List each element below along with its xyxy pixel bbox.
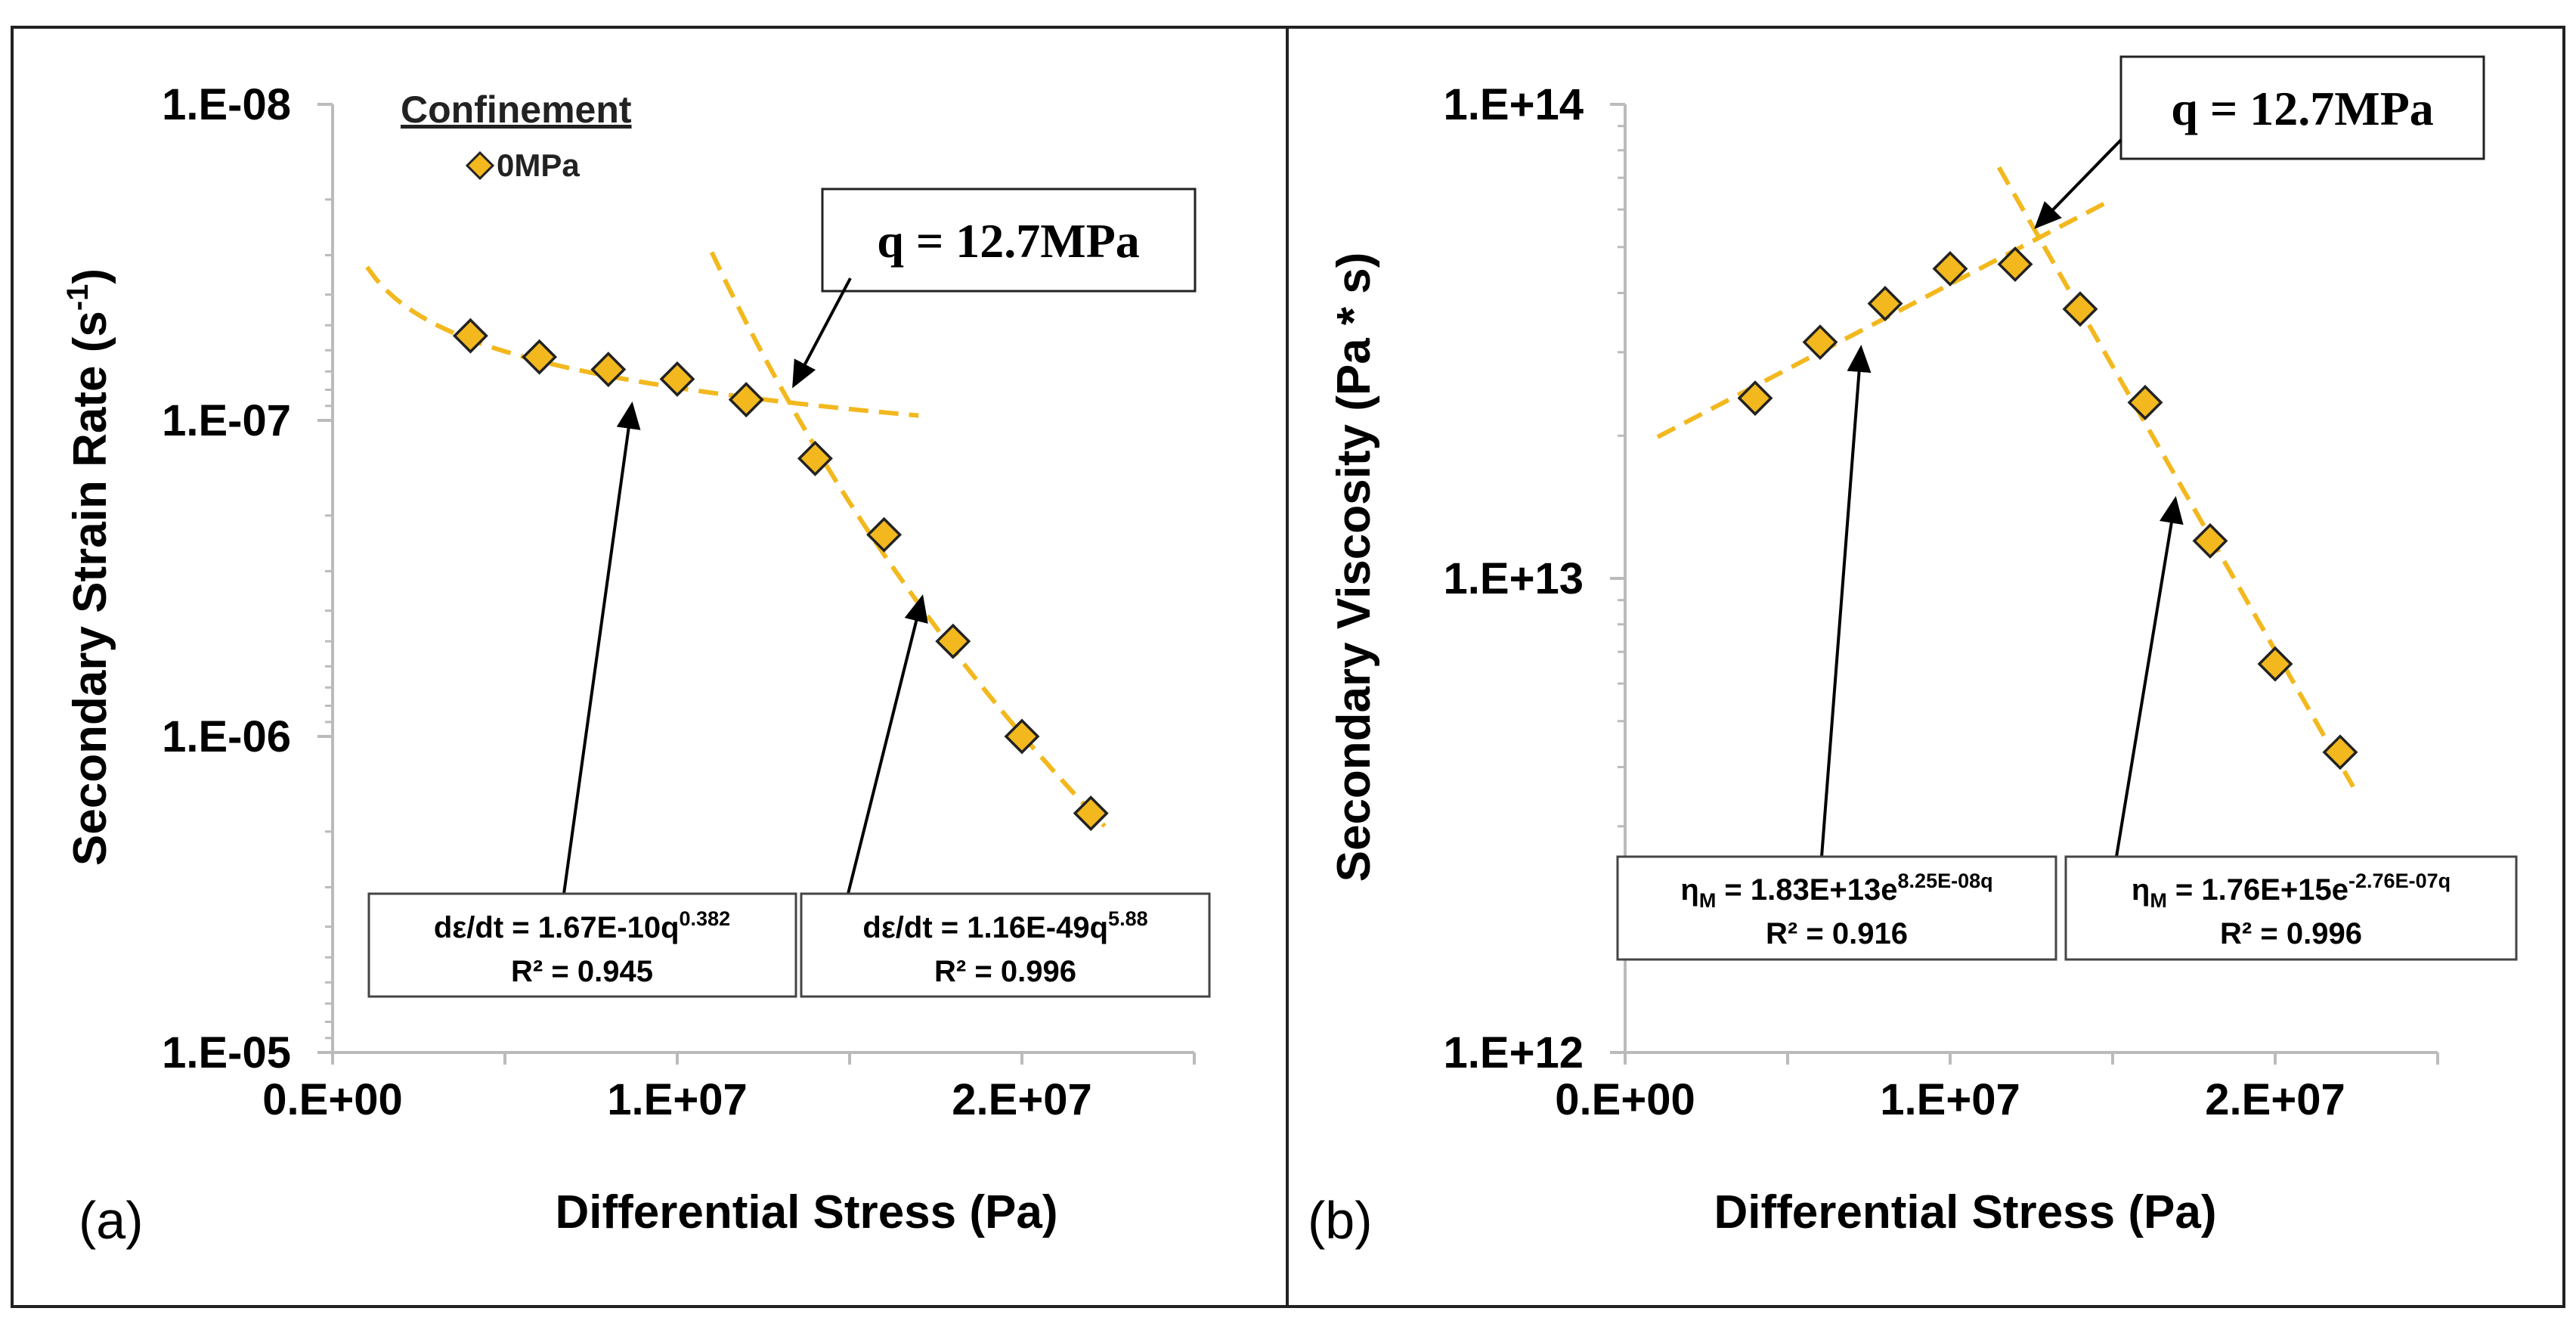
fit-2-lhs: = 1.76E+15e: [2167, 873, 2348, 907]
callout-box: [2119, 55, 2485, 160]
panel-b-fit-1: ηM = 1.83E+13e8.25E-08q R² = 0.916: [1616, 345, 2057, 961]
callout-arrow: [2034, 138, 2122, 229]
data-point: [2257, 646, 2293, 682]
data-point: [866, 516, 903, 553]
data-point: [1997, 246, 2033, 282]
panel-a-fit-2: dε/dt = 1.16E-49q5.88 R² = 0.996: [800, 594, 1211, 998]
trendline: [1996, 166, 2355, 788]
legend-entry-label: 0MPa: [497, 147, 580, 183]
x-tick-label: 2.E+07: [952, 1075, 1091, 1124]
panel-b-x-axis: 0.E+00 1.E+07 2.E+07: [1555, 1051, 2439, 1124]
data-point: [590, 352, 627, 388]
panel-a-legend: Confinement 0MPa: [401, 88, 632, 183]
panel-b-label: (b): [1308, 1191, 1373, 1250]
data-point: [1737, 380, 1773, 417]
data-point: [1932, 250, 1968, 287]
x-tick-label: 0.E+00: [262, 1075, 402, 1124]
y-tick-label: 1.E+14: [1444, 80, 1584, 129]
data-point: [1073, 795, 1109, 832]
callout-text: q = 12.7MPa: [2171, 82, 2434, 135]
fit-2-exponent: 5.88: [1108, 907, 1148, 930]
legend-title: Confinement: [401, 88, 632, 131]
callout-arrow: [792, 277, 852, 389]
fit-1-box: [367, 892, 797, 998]
data-point: [728, 382, 764, 418]
fit-1-r2: R² = 0.916: [1766, 917, 1908, 950]
data-point: [522, 339, 558, 375]
fit-2-box: [2064, 855, 2518, 961]
fit-2-lhs: dε/dt = 1.16E-49q: [862, 911, 1108, 944]
panel-a: 1.E-08 1.E-07 1.E-06 1.E-05 0.E+00 1.E+07 2.E…: [61, 80, 1211, 1250]
fit-2-eta: η: [2132, 873, 2150, 907]
data-point: [935, 623, 971, 659]
trendline: [709, 251, 1107, 828]
y-tick-label: 1.E-06: [162, 712, 291, 761]
fit-1-lhs: = 1.83E+13e: [1716, 873, 1897, 907]
panel-b-callout: q = 12.7MPa: [2034, 55, 2485, 229]
panel-b-x-axis-title: Differential Stress (Pa): [1714, 1186, 2217, 1238]
panel-b-points: [1737, 246, 2358, 770]
data-point: [1802, 324, 1838, 361]
y-tick-label: 1.E-08: [162, 80, 291, 129]
panel-b-plot: 1.E+12 1.E+13 1.E+14 0.E+00 1.E+07 2.E+07: [1444, 80, 2439, 1124]
y-tick-label: 1.E+13: [1444, 554, 1584, 603]
fit-1-arrow: [562, 401, 641, 894]
panel-a-x-axis: 0.E+00 1.E+07 2.E+07: [262, 1051, 1196, 1124]
fit-2-arrow: [2115, 496, 2184, 857]
panel-b-fit-2: ηM = 1.76E+15e-2.76E-07q R² = 0.996: [2064, 496, 2518, 961]
data-point: [659, 361, 695, 397]
fit-2-r2: R² = 0.996: [934, 955, 1076, 988]
panel-a-y-axis-title: Secondary Strain Rate (s-1): [61, 268, 116, 866]
callout-box: [821, 188, 1197, 293]
data-point: [2127, 384, 2163, 420]
panel-b-y-axis: 1.E+12 1.E+13 1.E+14: [1444, 80, 1627, 1077]
panel-a-x-axis-title: Differential Stress (Pa): [556, 1186, 1058, 1238]
data-point: [452, 318, 488, 354]
fit-1-arrow: [1820, 345, 1872, 857]
panel-b-y-axis-title: Secondary Viscosity (Pa * s): [1328, 253, 1380, 882]
fit-2-equation: dε/dt = 1.16E-49q5.88: [862, 907, 1147, 944]
panel-a-fit-1: dε/dt = 1.67E-10q0.382 R² = 0.945: [367, 401, 797, 998]
data-point: [1867, 286, 1903, 321]
trendline: [365, 265, 919, 418]
panel-a-points: [452, 318, 1109, 832]
legend-marker-diamond: [465, 150, 495, 181]
x-tick-label: 2.E+07: [2205, 1075, 2345, 1124]
fit-2-subscript: M: [2150, 889, 2167, 912]
panel-a-trendlines: [365, 251, 1107, 828]
fit-1-equation: dε/dt = 1.67E-10q0.382: [434, 907, 730, 944]
callout-text: q = 12.7MPa: [877, 214, 1140, 268]
fit-1-box: [1616, 855, 2057, 961]
panel-a-plot: 1.E-08 1.E-07 1.E-06 1.E-05 0.E+00 1.E+07 2.E…: [162, 80, 1196, 1124]
fit-2-r2: R² = 0.996: [2220, 917, 2362, 950]
fit-1-eta: η: [1680, 873, 1698, 907]
fit-1-subscript: M: [1699, 889, 1717, 912]
y-tick-label: 1.E-07: [162, 396, 291, 445]
y-tick-label: 1.E+12: [1444, 1028, 1584, 1077]
fit-2-box: [800, 892, 1211, 998]
fit-2-exponent: -2.76E-07q: [2348, 870, 2451, 892]
data-point: [2192, 522, 2228, 559]
x-tick-label: 1.E+07: [1880, 1075, 2020, 1124]
fit-2-equation: ηM = 1.76E+15e-2.76E-07q: [2132, 870, 2451, 912]
fit-1-equation: ηM = 1.83E+13e8.25E-08q: [1680, 870, 1992, 912]
y-tick-label: 1.E-05: [162, 1028, 291, 1077]
data-point: [797, 440, 833, 476]
fit-1-r2: R² = 0.945: [511, 955, 653, 988]
panel-a-callout: q = 12.7MPa: [792, 188, 1197, 389]
panel-a-label: (a): [79, 1191, 144, 1250]
fit-1-exponent: 8.25E-08q: [1898, 870, 1993, 892]
data-point: [2322, 734, 2358, 770]
data-point: [1004, 718, 1040, 755]
panel-a-y-axis: 1.E-08 1.E-07 1.E-06 1.E-05: [162, 80, 334, 1077]
data-point: [2062, 291, 2098, 327]
x-tick-label: 0.E+00: [1555, 1075, 1695, 1124]
fit-2-arrow: [847, 594, 928, 894]
panel-b: 1.E+12 1.E+13 1.E+14 0.E+00 1.E+07 2.E+07 Se…: [1308, 55, 2518, 1250]
x-tick-label: 1.E+07: [607, 1075, 747, 1124]
fit-1-exponent: 0.382: [680, 907, 731, 930]
fit-1-lhs: dε/dt = 1.67E-10q: [434, 911, 680, 944]
